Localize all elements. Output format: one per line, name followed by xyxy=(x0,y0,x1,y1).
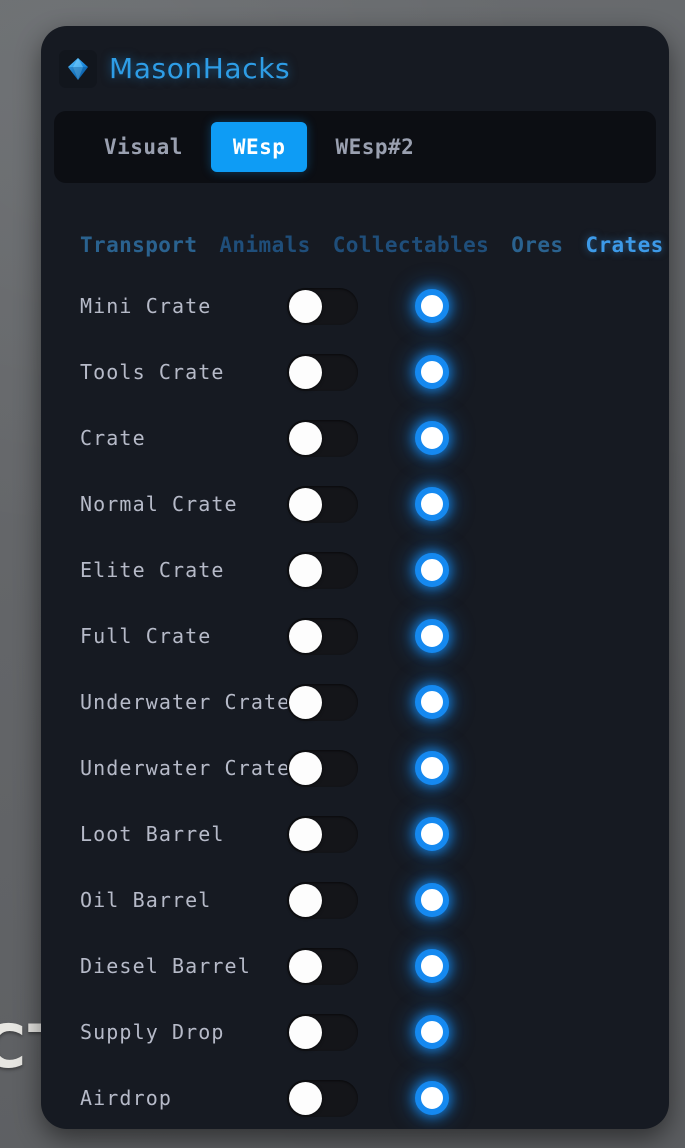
option-color-swatch[interactable] xyxy=(415,949,449,983)
option-label: Airdrop xyxy=(80,1086,172,1110)
option-label: Normal Crate xyxy=(80,492,238,516)
list-item: Mini Crate xyxy=(41,273,669,339)
app-title: MasonHacks xyxy=(109,52,291,85)
option-toggle[interactable] xyxy=(287,420,358,457)
toggle-knob xyxy=(289,752,322,785)
panel-titlebar: MasonHacks xyxy=(41,26,669,111)
tab-wesp[interactable]: WEsp xyxy=(210,122,308,172)
tab-wesp-2[interactable]: WEsp#2 xyxy=(335,135,415,159)
list-item: Underwater Crate xyxy=(41,735,669,801)
option-label: Mini Crate xyxy=(80,294,212,318)
category-collectables[interactable]: Collectables xyxy=(332,233,490,257)
option-toggle[interactable] xyxy=(287,1080,358,1117)
option-toggle[interactable] xyxy=(287,816,358,853)
option-label: Elite Crate xyxy=(80,558,225,582)
option-label: Diesel Barrel xyxy=(80,954,251,978)
option-toggle[interactable] xyxy=(287,1014,358,1051)
toggle-knob xyxy=(289,818,322,851)
option-label: Tools Crate xyxy=(80,360,225,384)
option-color-swatch[interactable] xyxy=(415,817,449,851)
option-toggle[interactable] xyxy=(287,882,358,919)
option-color-swatch[interactable] xyxy=(415,553,449,587)
category-animals[interactable]: Animals xyxy=(219,233,311,257)
toggle-knob xyxy=(289,950,322,983)
cheat-menu-panel: MasonHacks Visual WEsp WEsp#2 Transport … xyxy=(41,26,669,1129)
option-color-swatch[interactable] xyxy=(415,619,449,653)
option-toggle[interactable] xyxy=(287,750,358,787)
toggle-knob xyxy=(289,422,322,455)
option-color-swatch[interactable] xyxy=(415,1081,449,1115)
list-item: Oil Barrel xyxy=(41,867,669,933)
list-item: Elite Crate xyxy=(41,537,669,603)
tab-visual[interactable]: Visual xyxy=(104,135,183,159)
option-label: Underwater Crate xyxy=(80,756,291,780)
option-color-swatch[interactable] xyxy=(415,487,449,521)
toggle-knob xyxy=(289,554,322,587)
toggle-knob xyxy=(289,488,322,521)
option-label: Loot Barrel xyxy=(80,822,225,846)
option-color-swatch[interactable] xyxy=(415,355,449,389)
category-ores[interactable]: Ores xyxy=(511,233,564,257)
list-item: Crate xyxy=(41,405,669,471)
option-color-swatch[interactable] xyxy=(415,421,449,455)
option-list: Mini Crate Tools Crate Crate Normal Crat… xyxy=(41,273,669,1129)
option-toggle[interactable] xyxy=(287,618,358,655)
list-item: Underwater Crate xyxy=(41,669,669,735)
toggle-knob xyxy=(289,1082,322,1115)
option-toggle[interactable] xyxy=(287,486,358,523)
list-item: Full Crate xyxy=(41,603,669,669)
option-toggle[interactable] xyxy=(287,684,358,721)
category-crates[interactable]: Crates xyxy=(585,233,664,257)
option-color-swatch[interactable] xyxy=(415,685,449,719)
toggle-knob xyxy=(289,686,322,719)
toggle-knob xyxy=(289,884,322,917)
list-item: Diesel Barrel xyxy=(41,933,669,999)
option-label: Underwater Crate xyxy=(80,690,291,714)
diamond-gem-icon xyxy=(59,50,97,88)
option-toggle[interactable] xyxy=(287,948,358,985)
toggle-knob xyxy=(289,620,322,653)
list-item: Supply Drop xyxy=(41,999,669,1065)
option-toggle[interactable] xyxy=(287,552,358,589)
category-transport[interactable]: Transport xyxy=(80,233,198,257)
option-toggle[interactable] xyxy=(287,354,358,391)
toggle-knob xyxy=(289,290,322,323)
option-toggle[interactable] xyxy=(287,288,358,325)
option-label: Full Crate xyxy=(80,624,212,648)
list-item: Airdrop xyxy=(41,1065,669,1129)
category-nav: Transport Animals Collectables Ores Crat… xyxy=(41,225,669,265)
option-color-swatch[interactable] xyxy=(415,1015,449,1049)
tab-strip: Visual WEsp WEsp#2 xyxy=(54,111,656,183)
list-item: Normal Crate xyxy=(41,471,669,537)
toggle-knob xyxy=(289,356,322,389)
option-label: Oil Barrel xyxy=(80,888,212,912)
option-color-swatch[interactable] xyxy=(415,751,449,785)
option-label: Crate xyxy=(80,426,146,450)
option-label: Supply Drop xyxy=(80,1020,225,1044)
option-color-swatch[interactable] xyxy=(415,289,449,323)
list-item: Tools Crate xyxy=(41,339,669,405)
toggle-knob xyxy=(289,1016,322,1049)
option-color-swatch[interactable] xyxy=(415,883,449,917)
list-item: Loot Barrel xyxy=(41,801,669,867)
